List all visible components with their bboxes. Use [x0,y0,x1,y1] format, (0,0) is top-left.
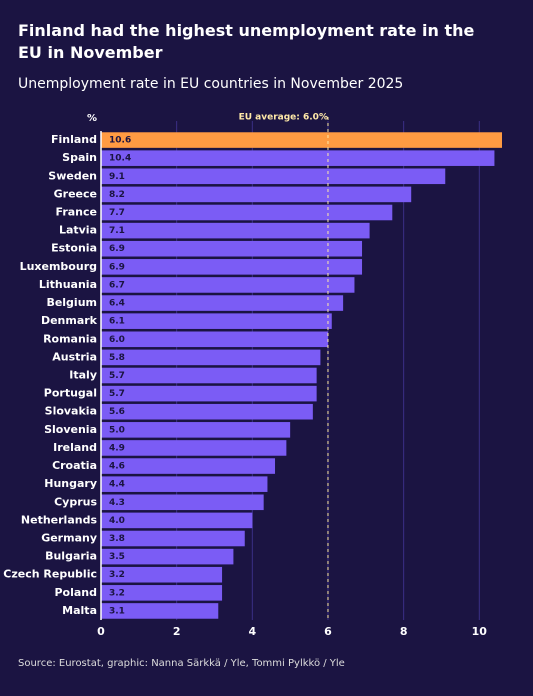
y-tick-label: Cyprus [54,495,97,508]
bar [101,385,317,402]
bar [101,585,223,601]
y-tick-label: Denmark [41,314,98,327]
value-label: 6.4 [109,299,125,309]
bar [101,204,393,221]
y-tick-label: Greece [54,187,97,200]
y-tick-label: Sweden [48,169,97,182]
source-note: Source: Eurostat, graphic: Nanna Särkkä … [18,658,345,669]
y-tick-label: Estonia [51,242,97,255]
y-tick-label: Luxembourg [20,260,97,273]
y-tick-label: Bulgaria [45,550,97,563]
y-tick-label: Slovenia [44,423,97,436]
value-label: 3.1 [109,606,125,616]
y-tick-label: Netherlands [21,513,98,526]
value-label: 9.1 [109,172,125,182]
y-tick-label: Ireland [53,441,97,454]
value-label: 5.7 [109,389,125,399]
bar [101,277,355,293]
bar [101,403,313,420]
value-label: 8.2 [109,190,125,200]
value-label: 7.7 [109,208,125,218]
x-tick-label: 6 [324,625,332,638]
value-label: 4.6 [109,462,125,472]
bar [101,313,332,329]
y-tick-label: Italy [69,369,97,382]
bar [101,476,268,492]
bar [101,222,370,239]
bar [101,240,363,257]
y-tick-label: Poland [54,586,97,599]
bar [101,295,344,311]
value-label: 4.0 [109,516,125,526]
bar [101,530,245,547]
y-tick-label: Malta [62,604,97,617]
chart-subtitle: Unemployment rate in EU countries in Nov… [18,76,404,92]
x-tick-label: 10 [472,625,488,638]
x-tick-label: 4 [248,625,256,638]
y-tick-label: Croatia [52,459,97,472]
reference-label: EU average: 6.0% [239,113,328,123]
value-label: 5.7 [109,371,125,381]
value-label: 3.8 [109,534,125,544]
bar [101,367,317,384]
value-label: 4.3 [109,498,125,508]
bar [101,168,446,185]
bar [101,458,276,474]
bar [101,494,264,511]
bar [101,259,363,275]
unit-label: % [87,113,97,124]
bar [101,512,253,529]
bar [101,331,328,348]
bar [101,132,502,148]
chart-title: Finland had the highest unemployment rat… [18,21,475,62]
y-tick-label: France [56,206,97,219]
value-label: 4.4 [109,480,125,490]
y-tick-label: Portugal [44,387,97,400]
x-tick-label: 0 [97,625,105,638]
bar [101,566,223,583]
y-tick-label: Austria [52,350,97,363]
y-tick-label: Romania [43,332,97,345]
bar [101,548,234,565]
value-label: 6.9 [109,262,125,272]
y-tick-label: Czech Republic [3,568,97,581]
y-tick-label: Slovakia [45,405,97,418]
value-label: 3.2 [109,570,125,580]
y-tick-label: Finland [51,133,97,146]
y-tick-label: Hungary [44,477,97,490]
bar [101,150,495,166]
bar [101,422,291,438]
value-label: 10.4 [109,154,131,164]
bar [101,349,321,366]
x-tick-label: 8 [400,625,408,638]
y-tick-label: Lithuania [39,278,97,291]
bar [101,440,287,456]
value-label: 5.6 [109,407,125,417]
y-tick-label: Latvia [59,224,97,237]
value-label: 6.1 [109,317,125,327]
x-tick-label: 2 [173,625,181,638]
y-tick-label: Germany [41,532,97,545]
bar [101,186,412,203]
value-label: 6.0 [109,335,125,345]
value-label: 10.6 [109,136,131,146]
value-label: 6.9 [109,244,125,254]
bar [101,603,219,619]
value-label: 5.8 [109,353,125,363]
value-label: 3.5 [109,552,125,562]
value-label: 5.0 [109,425,125,435]
y-tick-label: Belgium [46,296,97,309]
value-label: 3.2 [109,588,125,598]
value-label: 4.9 [109,443,125,453]
y-tick-label: Spain [62,151,97,164]
value-label: 7.1 [109,226,125,236]
chart: 0 2 4 6 8 10% Finland 10.6 Spain 10.4 Sweden 9.1 Gre… [3,113,502,638]
value-label: 6.7 [109,280,125,290]
